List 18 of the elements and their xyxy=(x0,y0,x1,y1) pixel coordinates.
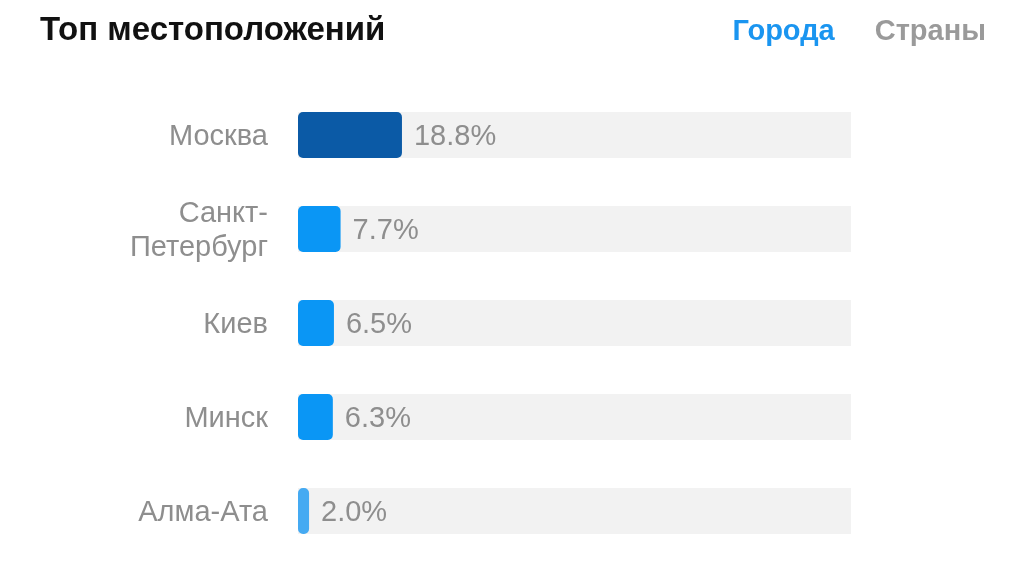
chart-title: Топ местоположений xyxy=(40,10,386,48)
bar xyxy=(298,112,402,158)
y-tick-label: Санкт-Петербург xyxy=(129,196,268,262)
bar xyxy=(298,488,310,534)
text: Города xyxy=(732,14,835,47)
bar xyxy=(298,300,334,346)
y-tick-label: Алма-Ата xyxy=(138,495,269,527)
y-tick-label: Киев xyxy=(203,307,268,339)
data-label: 6.3% xyxy=(344,401,411,433)
data-label: 6.5% xyxy=(345,307,413,339)
bar xyxy=(298,394,333,440)
text: Страны xyxy=(874,14,986,47)
data-label: 18.8% xyxy=(413,119,497,151)
data-label: 7.7% xyxy=(352,213,419,245)
y-tick-label: Минск xyxy=(184,401,269,433)
y-tick-label: Москва xyxy=(168,119,269,151)
bar xyxy=(298,206,341,252)
data-label: 2.0% xyxy=(321,495,388,527)
